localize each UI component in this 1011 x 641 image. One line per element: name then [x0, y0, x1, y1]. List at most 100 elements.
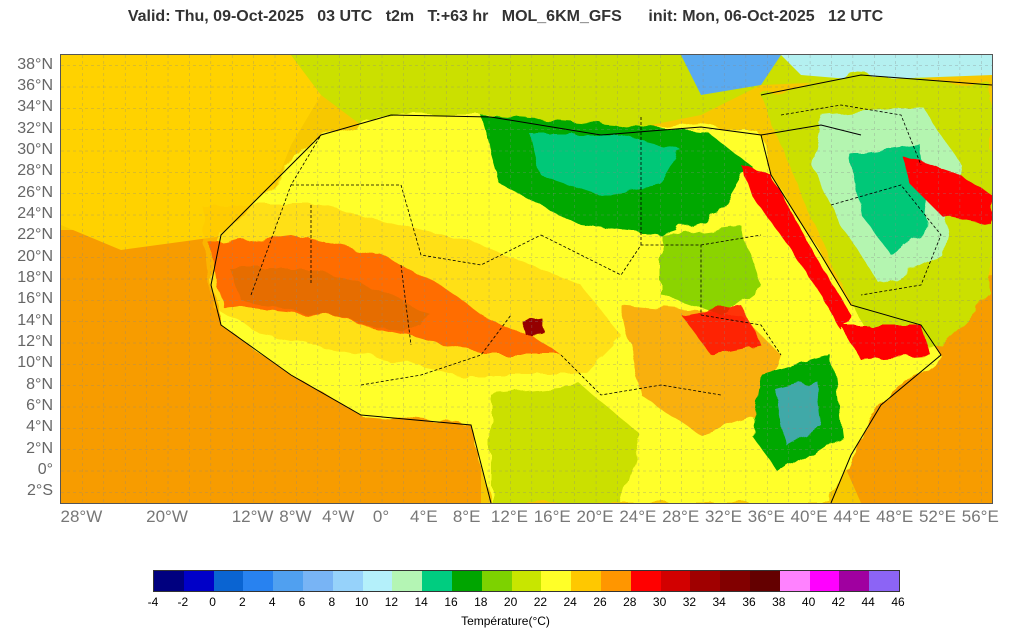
- longitude-label: 56°E: [961, 507, 999, 526]
- longitude-label: 28°E: [662, 507, 700, 526]
- gulf-aden-hot: [841, 325, 931, 360]
- colorbar-swatch: [302, 571, 333, 591]
- country-borders: [250, 104, 942, 396]
- colorbar-swatch: [154, 571, 184, 591]
- colorbar-swatch: [481, 571, 512, 591]
- congo-green: [491, 385, 641, 503]
- latitude-label: 26°N: [17, 183, 53, 201]
- colorbar-swatch: [511, 571, 542, 591]
- longitude-label: 4°W: [322, 507, 355, 526]
- colorbar-tick-label: 20: [503, 595, 518, 609]
- colorbar-tick-label: 34: [712, 595, 726, 609]
- longitude-label: 48°E: [876, 507, 914, 526]
- east-africa-hot: [681, 305, 761, 355]
- map-canvas: [61, 55, 992, 503]
- colorbar-swatch: [660, 571, 691, 591]
- persian-gulf-hot: [901, 155, 992, 225]
- latitude-label: 12°N: [17, 333, 53, 350]
- colorbar-tick-label: 22: [533, 595, 548, 609]
- colorbar-tick-label: 8: [328, 595, 336, 609]
- sahara-teal: [531, 135, 681, 195]
- longitude-label: 20°W: [146, 507, 188, 526]
- longitude-label: 36°E: [747, 507, 785, 526]
- colorbar-tick-label: 2: [239, 595, 246, 609]
- colorbar-tick-label: 38: [772, 595, 786, 609]
- colorbar-swatch: [690, 571, 721, 591]
- red-sea-hot: [741, 165, 851, 330]
- longitude-label: 28°W: [60, 507, 103, 526]
- colorbar-swatch: [362, 571, 393, 591]
- colorbar-tick-label: 30: [652, 595, 667, 609]
- colorbar-tick-label: 26: [593, 595, 607, 609]
- colorbar-tick-label: -2: [177, 595, 189, 609]
- colorbar-tick-label: 0: [209, 595, 216, 609]
- colorbar-swatch: [749, 571, 780, 591]
- latitude-label: 24°N: [17, 205, 53, 222]
- coastlines: [210, 74, 992, 503]
- longitude-label: 52°E: [918, 507, 957, 526]
- latitude-label: 32°N: [17, 119, 53, 137]
- latitude-label: 16°N: [17, 290, 53, 308]
- longitude-label: 8°E: [452, 507, 481, 526]
- ethiopia-teal: [776, 380, 821, 445]
- colorbar-tick-label: 24: [563, 595, 577, 609]
- longitude-label: 12°W: [231, 507, 274, 526]
- latitude-label: 14°N: [17, 311, 53, 329]
- latitude-label: 10°N: [17, 354, 53, 372]
- colorbar-tick-label: 16: [444, 595, 458, 609]
- longitude-label: 16°E: [533, 507, 571, 526]
- colorbar-swatch: [541, 571, 572, 591]
- colorbar-tick-label: 28: [623, 595, 637, 609]
- latitude-label: 22°N: [17, 226, 53, 244]
- colorbar-swatch: [213, 571, 244, 591]
- colorbar-swatch: [809, 571, 840, 591]
- colorbar-tick-label: 18: [474, 595, 488, 609]
- colorbar-tick-label: 44: [861, 595, 875, 609]
- longitude-label: 40°E: [790, 507, 828, 526]
- latitude-label: 36°N: [17, 77, 53, 94]
- latitude-label: 34°N: [17, 98, 53, 116]
- colorbar-swatch: [422, 571, 452, 591]
- colorbar-tick-label: 6: [298, 595, 306, 609]
- colorbar-swatch: [869, 571, 899, 591]
- egypt-green: [661, 225, 761, 315]
- latitude-label: 20°N: [17, 247, 53, 265]
- colorbar-tick-label: 40: [801, 595, 816, 609]
- colorbar-swatch: [183, 571, 214, 591]
- valid-text: Valid: Thu, 09-Oct-2025 03 UTC t2m T:+63…: [127, 8, 622, 25]
- colorbar-swatch: [571, 571, 601, 591]
- map-title: Valid: Thu, 09-Oct-2025 03 UTC t2m T:+63…: [0, 8, 1011, 26]
- longitude-label: 12°E: [490, 507, 528, 526]
- colorbar-label: Température(°C): [461, 614, 550, 628]
- latitude-label: 38°N: [17, 55, 53, 73]
- colorbar: [153, 570, 900, 592]
- latitude-label: 2°S: [27, 482, 53, 500]
- orange-belt-west: [201, 205, 621, 375]
- latitude-label: 30°N: [17, 141, 53, 158]
- longitude-label: 44°E: [833, 507, 871, 526]
- latitude-label: 28°N: [17, 162, 53, 180]
- latitude-label: 6°N: [26, 397, 53, 414]
- colorbar-tick-label: 46: [891, 595, 905, 609]
- temperature-map[interactable]: [60, 54, 993, 504]
- colorbar-swatch: [720, 571, 750, 591]
- longitude-label: 4°E: [410, 507, 438, 526]
- colorbar-tick-label: -4: [147, 595, 159, 609]
- colorbar-swatch: [600, 571, 631, 591]
- latitude-label: 4°N: [26, 418, 53, 436]
- longitude-label: 24°E: [619, 507, 657, 526]
- colorbar-tick-label: 4: [268, 595, 276, 609]
- colorbar-tick-label: 36: [742, 595, 756, 609]
- colorbar-tick-label: 10: [354, 595, 369, 609]
- colorbar-swatch: [839, 571, 870, 591]
- colorbar-swatch: [451, 571, 482, 591]
- longitude-label: 20°E: [576, 507, 614, 526]
- mediterranean-mid: [781, 55, 992, 80]
- graticule: [61, 55, 992, 503]
- colorbar-swatch: [243, 571, 274, 591]
- latitude-label: 8°N: [26, 375, 53, 393]
- longitude-label: 8°W: [279, 507, 312, 526]
- colorbar-tick-label: 32: [682, 595, 697, 609]
- colorbar-swatch: [332, 571, 363, 591]
- colorbar-swatch: [630, 571, 661, 591]
